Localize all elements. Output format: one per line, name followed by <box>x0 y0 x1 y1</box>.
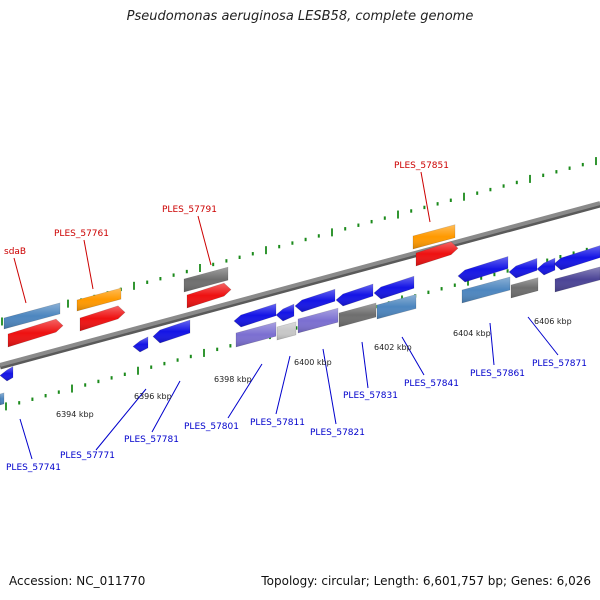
gene-feature-shade <box>509 258 537 278</box>
gene-label-lower: PLES_57741 <box>6 463 61 473</box>
backbone <box>0 201 600 370</box>
gene-label-lower: PLES_57781 <box>124 435 179 445</box>
leader-line-upper <box>83 239 94 290</box>
gene-label-upper: PLES_57791 <box>162 205 217 215</box>
gene-feature-shade <box>295 289 335 312</box>
gene-label-upper: PLES_57761 <box>54 229 109 239</box>
gene-feature-shade <box>0 366 13 381</box>
genome-title: Pseudomonas aeruginosa LESB58, complete … <box>126 9 474 24</box>
gene-label-lower: PLES_57831 <box>343 391 398 401</box>
gene-feature-shade <box>0 392 4 405</box>
leader-lines <box>13 171 559 460</box>
leader-line-lower <box>527 316 559 356</box>
gene-label-upper: sdaB <box>4 247 26 257</box>
leader-line-upper <box>13 257 27 304</box>
gene-feature-shade <box>77 288 121 311</box>
gene-label-upper: PLES_57851 <box>394 161 449 171</box>
gene-feature-shade <box>339 303 376 327</box>
leader-line-lower <box>401 336 425 376</box>
gene-feature-shade <box>133 336 148 352</box>
gene-feature-shade <box>416 241 458 266</box>
gene-feature-shade <box>462 277 510 303</box>
scale-label: 6406 kbp <box>534 317 572 326</box>
leader-line-lower <box>19 418 33 460</box>
gene-feature-shade <box>187 283 231 308</box>
gene-label-lower: PLES_57871 <box>532 359 587 369</box>
gene-feature-shade <box>4 302 60 329</box>
leader-line-lower <box>361 341 369 389</box>
backbone-line <box>0 201 600 367</box>
scale-label: 6394 kbp <box>56 410 94 419</box>
scale-label: 6402 kbp <box>374 343 412 352</box>
gene-feature-shade <box>413 224 455 249</box>
gene-label-lower: PLES_57771 <box>60 451 115 461</box>
scale-label: 6396 kbp <box>134 392 172 401</box>
gene-feature-shade <box>277 321 296 340</box>
gene-feature-shade <box>537 258 555 275</box>
gene-feature-shade <box>554 245 600 270</box>
gene-label-lower: PLES_57861 <box>470 369 525 379</box>
gene-label-lower: PLES_57811 <box>250 418 305 428</box>
leader-line-lower <box>322 348 337 425</box>
gene-labels: 6394 kbp 6396 kbp 6398 kbp 6400 kbp 6402 kbp… <box>4 161 587 473</box>
gene-feature-shade <box>377 294 416 319</box>
leader-line-upper <box>420 171 431 223</box>
gene-features <box>0 224 600 406</box>
gene-label-lower: PLES_57801 <box>184 422 239 432</box>
gene-feature-shade <box>555 266 600 292</box>
gene-label-lower: PLES_57841 <box>404 379 459 389</box>
gene-feature-shade <box>374 276 414 299</box>
gene-feature-shade <box>298 308 338 333</box>
gene-feature-shade <box>153 320 190 343</box>
genome-summary-text: Topology: circular; Length: 6,601,757 bp… <box>261 574 591 588</box>
gene-feature-shade <box>8 319 63 347</box>
leader-line-lower <box>275 355 291 415</box>
gene-feature-shade <box>511 277 538 298</box>
accession-text: Accession: NC_011770 <box>9 574 146 588</box>
leader-line-lower <box>151 380 181 433</box>
gene-feature-shade <box>236 322 276 347</box>
gene-feature-shade <box>80 305 125 331</box>
leader-line-lower <box>489 322 495 366</box>
leader-line-lower <box>227 363 263 419</box>
leader-line-lower <box>95 388 147 451</box>
gene-feature-shade <box>458 256 508 282</box>
gene-feature-shade <box>184 267 228 292</box>
scale-label: 6404 kbp <box>453 329 491 338</box>
scale-label: 6398 kbp <box>214 375 252 384</box>
gene-feature-shade <box>336 284 373 306</box>
gene-feature-shade <box>276 304 294 321</box>
gene-label-lower: PLES_57821 <box>310 428 365 438</box>
scale-label: 6400 kbp <box>294 358 332 367</box>
leader-line-upper <box>197 215 212 266</box>
gene-feature-shade <box>234 303 276 327</box>
